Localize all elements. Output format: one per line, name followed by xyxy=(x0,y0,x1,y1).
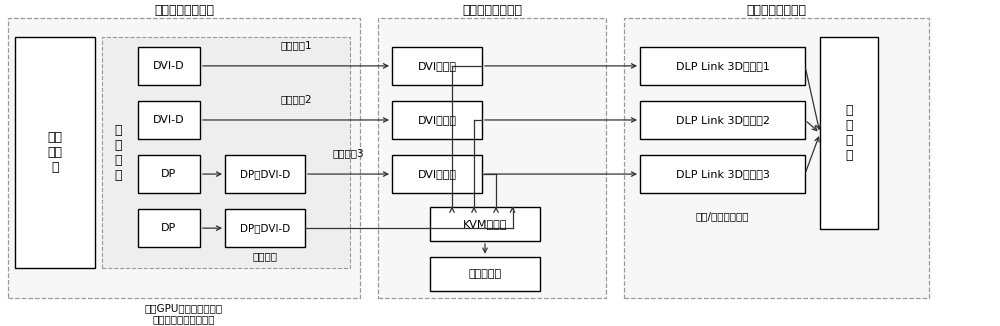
Text: DVI-D: DVI-D xyxy=(153,61,185,71)
Bar xyxy=(820,37,878,229)
Text: KVM切换器: KVM切换器 xyxy=(463,219,507,229)
Text: DP: DP xyxy=(161,169,177,179)
Text: 立体通道2: 立体通道2 xyxy=(280,94,312,104)
Bar xyxy=(430,257,540,291)
Text: DVI分配器: DVI分配器 xyxy=(418,169,456,179)
Text: 立体通道3: 立体通道3 xyxy=(333,148,364,158)
Bar xyxy=(138,101,200,139)
Text: DLP Link 3D投影仪2: DLP Link 3D投影仪2 xyxy=(676,115,770,125)
Bar xyxy=(8,18,360,298)
Bar xyxy=(392,47,482,84)
Text: 基于GPU的单显卡多通道
立体图像校正融合处理: 基于GPU的单显卡多通道 立体图像校正融合处理 xyxy=(145,303,223,324)
Text: DVI分配器: DVI分配器 xyxy=(418,115,456,125)
Text: 控制显示器: 控制显示器 xyxy=(468,269,502,279)
Text: DLP Link 3D投影仪1: DLP Link 3D投影仪1 xyxy=(676,61,769,71)
Text: 立体投影显示系统: 立体投影显示系统 xyxy=(746,4,806,17)
Bar xyxy=(138,47,200,84)
Text: 专
业
显
卡: 专 业 显 卡 xyxy=(114,124,122,182)
Bar xyxy=(15,37,95,269)
Text: 投
影
球
幕: 投 影 球 幕 xyxy=(845,104,853,162)
Text: 立体通道1: 立体通道1 xyxy=(280,40,312,50)
Bar xyxy=(225,156,305,193)
Text: 图形
工作
站: 图形 工作 站 xyxy=(48,131,62,174)
Text: 视频分配监控系统: 视频分配监控系统 xyxy=(462,4,522,17)
Bar xyxy=(640,101,805,139)
Bar xyxy=(138,210,200,247)
Bar xyxy=(225,210,305,247)
Text: DP转DVI-D: DP转DVI-D xyxy=(240,169,290,179)
Bar xyxy=(640,156,805,193)
Text: DVI-D: DVI-D xyxy=(153,115,185,125)
Bar xyxy=(624,18,929,298)
Bar xyxy=(640,47,805,84)
Bar xyxy=(430,206,540,241)
Text: 左右/上下立体格式: 左右/上下立体格式 xyxy=(696,211,749,221)
Text: 控制通道: 控制通道 xyxy=(252,252,278,262)
Text: DP转DVI-D: DP转DVI-D xyxy=(240,223,290,233)
Text: DVI分配器: DVI分配器 xyxy=(418,61,456,71)
Bar xyxy=(392,156,482,193)
Text: DLP Link 3D投影仪3: DLP Link 3D投影仪3 xyxy=(676,169,769,179)
Bar xyxy=(138,156,200,193)
Text: 立体视景生成系统: 立体视景生成系统 xyxy=(154,4,214,17)
Bar xyxy=(102,37,350,269)
Bar xyxy=(392,101,482,139)
Text: DP: DP xyxy=(161,223,177,233)
Bar xyxy=(378,18,606,298)
